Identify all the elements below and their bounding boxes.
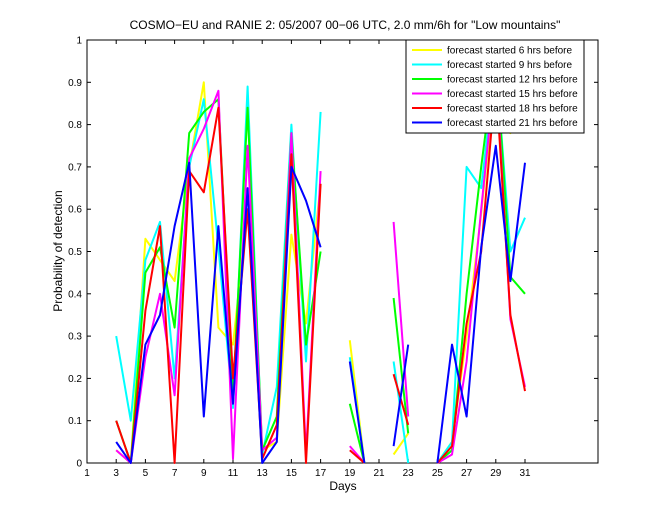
series-6	[115, 144, 526, 464]
legend-label: forecast started 15 hrs before	[447, 89, 578, 100]
x-tick-label: 11	[228, 468, 239, 479]
legend-label: forecast started 12 hrs before	[447, 75, 578, 86]
series-line	[392, 432, 410, 456]
y-tick-label: 0	[76, 459, 82, 470]
y-axis-title: Probability of detection	[51, 190, 65, 311]
y-tick-label: 0.9	[68, 78, 82, 89]
y-tick-label: 0.2	[68, 374, 82, 385]
x-tick-label: 31	[519, 468, 531, 479]
series-line	[436, 144, 526, 464]
y-tick-label: 0.3	[68, 332, 82, 343]
x-tick-label: 3	[113, 468, 119, 479]
x-tick-label: 27	[461, 468, 473, 479]
y-tick-label: 0.1	[68, 416, 82, 427]
series-line	[392, 221, 410, 417]
x-tick-label: 13	[257, 468, 269, 479]
series-line	[349, 449, 366, 464]
series-line	[392, 344, 410, 447]
x-tick-label: 1	[84, 468, 90, 479]
legend-label: forecast started 9 hrs before	[447, 60, 573, 71]
x-tick-label: 25	[432, 468, 444, 479]
x-tick-label: 23	[403, 468, 415, 479]
x-tick-label: 5	[143, 468, 149, 479]
x-tick-label: 17	[315, 468, 327, 479]
legend: forecast started 6 hrs before forecast st…	[405, 39, 585, 134]
x-tick-label: 29	[490, 468, 502, 479]
series-line	[392, 361, 410, 464]
x-tick-label: 21	[373, 468, 385, 479]
y-tick-label: 0.6	[68, 205, 82, 216]
x-tick-label: 15	[286, 468, 298, 479]
x-tick-label: 19	[344, 468, 356, 479]
legend-label: forecast started 21 hrs before	[447, 118, 578, 129]
series-line	[348, 403, 366, 464]
y-tick-label: 1	[76, 36, 82, 47]
y-tick-label: 0.4	[68, 289, 82, 300]
y-axis: 0 0.1 0.2 0.3 0.4 0.5 0.6 0.7 0.8 0.9 1	[68, 36, 598, 470]
legend-label: forecast started 18 hrs before	[447, 104, 578, 115]
y-tick-label: 0.7	[68, 162, 82, 173]
x-axis-title: Days	[329, 479, 356, 493]
y-tick-label: 0.8	[68, 120, 82, 131]
x-tick-label: 9	[201, 468, 207, 479]
legend-label: forecast started 6 hrs before	[447, 46, 573, 57]
x-axis: 1 3 5 7 9 11 13 15 17 19 21 23 25 27 29 31	[84, 40, 531, 479]
series-line	[115, 161, 322, 464]
series-line	[392, 297, 410, 434]
series-line	[348, 361, 366, 464]
legend-box	[405, 39, 585, 134]
chart-title: COSMO−EU and RANIE 2: 05/2007 00−06 UTC,…	[130, 18, 561, 32]
y-tick-label: 0.5	[68, 247, 82, 258]
x-tick-label: 7	[172, 468, 178, 479]
